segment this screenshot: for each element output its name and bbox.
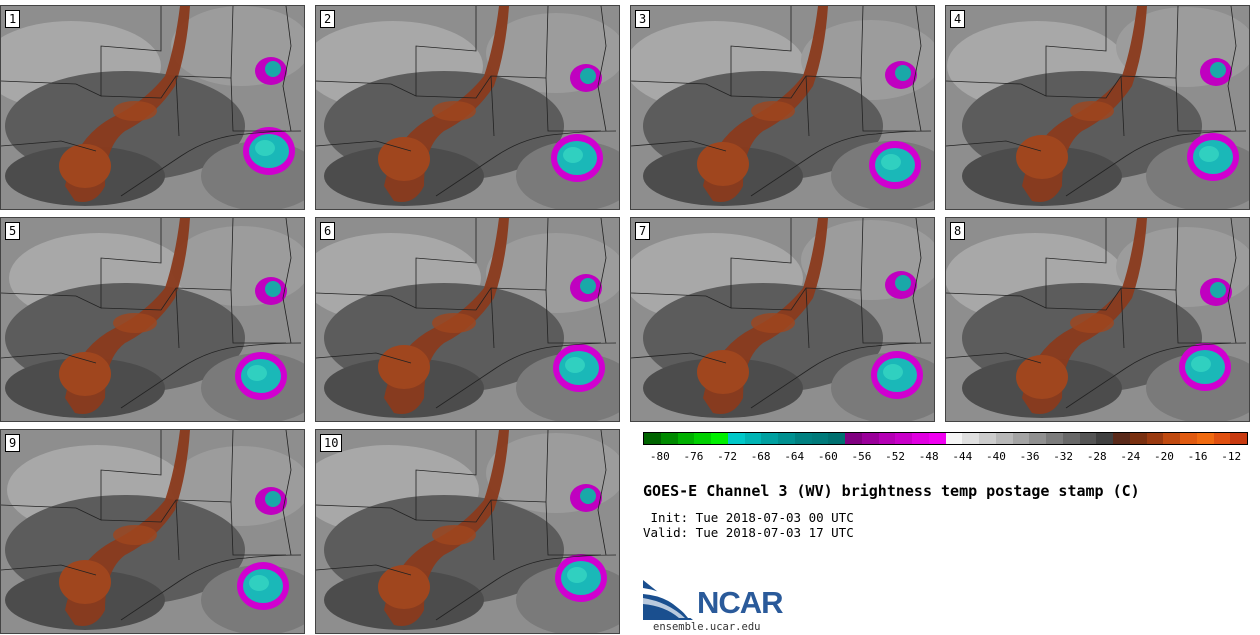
panel-label: 6 [320,222,336,240]
colorbar-swatch [1079,433,1097,444]
colorbar-swatch [677,433,695,444]
colorbar-swatch [1213,433,1231,444]
colorbar-swatch [861,433,879,444]
colorbar-tick-label: -56 [851,450,872,463]
colorbar-swatch [761,433,778,444]
colorbar-ticks: -80 -76 -72 -68 -64 -60 -56 -52 -48 -44 -40 -36 -32-… [643,450,1248,464]
colorbar-tick-label: -80 [649,450,670,463]
panel-label: 8 [950,222,966,240]
colorbar-swatch [928,433,946,444]
colorbar-swatch [711,433,728,444]
panel-4: 4 [945,5,1250,210]
colorbar-swatch [962,433,979,444]
panel-label: 3 [635,10,651,28]
colorbar-swatch [1113,433,1130,444]
panel-6: 6 [315,217,620,422]
colorbar-tick-label: -64 [784,450,805,463]
panel-8: 8 [945,217,1250,422]
colorbar-tick-label: -12 [1221,450,1242,463]
colorbar-swatch [1230,433,1247,444]
panel-3: 3 [630,5,935,210]
colorbar-swatch [979,433,996,444]
colorbar-swatch [1180,433,1197,444]
panel-7: 7 [630,217,935,422]
wv-map [1,6,304,209]
wv-map [631,6,934,209]
colorbar-tick-label: -36 [1019,450,1040,463]
ncar-logo-icon [643,580,693,620]
colorbar-tick-label: -68 [750,450,771,463]
wv-map [1,430,304,633]
colorbar-swatch [1196,433,1214,444]
panel-label: 5 [5,222,21,240]
colorbar-tick-label: -32 [1053,450,1074,463]
panel-1: 1 [0,5,305,210]
colorbar-swatch [1129,433,1147,444]
colorbar-swatch [1046,433,1063,444]
colorbar-swatch [1096,433,1113,444]
colorbar-tick-label: -44 [952,450,973,463]
panel-9: 9 [0,429,305,634]
init-time: Init: Tue 2018-07-03 00 UTC [643,510,854,525]
colorbar-tick-label: -48 [918,450,939,463]
colorbar-swatch [811,433,829,444]
panel-10: 10 [315,429,620,634]
colorbar-swatch [845,433,862,444]
colorbar-swatch [744,433,762,444]
colorbar-tick-label: -20 [1154,450,1174,463]
colorbar-swatch [727,433,745,444]
panel-label: 7 [635,222,651,240]
colorbar-swatch [1029,433,1046,444]
colorbar-tick-label: -52 [885,450,906,463]
colorbar-swatch [794,433,812,444]
wv-map [316,6,619,209]
colorbar-swatch [694,433,711,444]
colorbar-swatch [660,433,678,444]
colorbar-tick-label: -28 [1086,450,1107,463]
colorbar-tick-label: -24 [1120,450,1141,463]
colorbar-swatch [945,433,963,444]
panel-2: 2 [315,5,620,210]
colorbar-swatch [1012,433,1030,444]
panel-label: 2 [320,10,336,28]
wv-map [316,430,619,633]
colorbar-swatch [1163,433,1180,444]
colorbar-swatch [828,433,845,444]
panel-label: 4 [950,10,966,28]
colorbar-tick-label: -76 [683,450,704,463]
colorbar-swatch [778,433,795,444]
wv-map [1,218,304,421]
colorbar-tick-label: -16 [1187,450,1208,463]
figure-title: GOES-E Channel 3 (WV) brightness temp po… [643,482,1140,500]
colorbar [643,432,1248,445]
colorbar-swatch [895,433,912,444]
colorbar-swatch [912,433,929,444]
wv-map [316,218,619,421]
ncar-wordmark: NCAR [697,585,784,620]
colorbar-swatch [1062,433,1080,444]
wv-map [631,218,934,421]
wv-map [946,218,1249,421]
colorbar-swatch [1146,433,1164,444]
panel-label: 10 [320,434,343,452]
colorbar-tick-label: -72 [717,450,737,463]
panel-5: 5 [0,217,305,422]
colorbar-tick-label: -40 [985,450,1006,463]
colorbar-swatch [644,433,661,444]
panel-label: 1 [5,10,21,28]
valid-time: Valid: Tue 2018-07-03 17 UTC [643,525,854,540]
panel-label: 9 [5,434,21,452]
colorbar-swatch [995,433,1013,444]
colorbar-tick-label: -60 [817,450,838,463]
site-url[interactable]: ensemble.ucar.edu [653,621,761,633]
colorbar-swatch [878,433,896,444]
wv-map [946,6,1249,209]
